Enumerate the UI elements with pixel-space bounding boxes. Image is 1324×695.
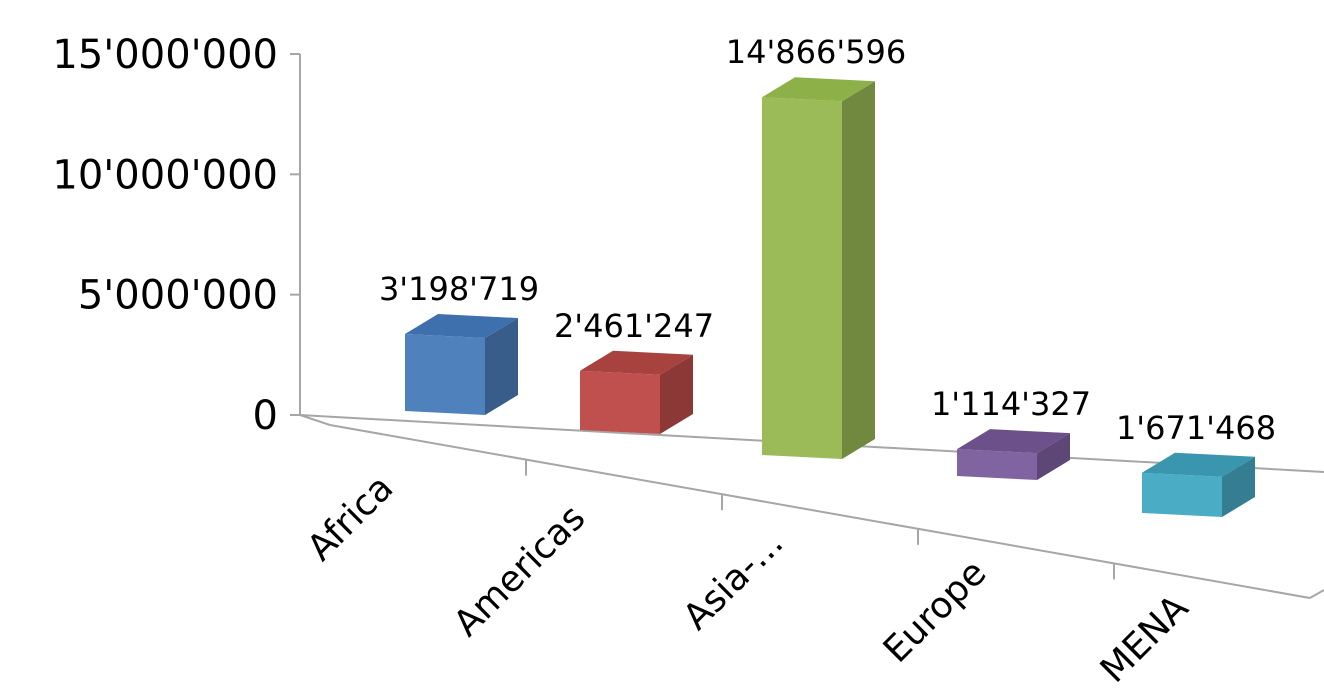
data-label: 3'198'719 [379,270,539,308]
bar-top [762,77,875,102]
y-tick-label: 5'000'000 [78,273,278,319]
y-tick-label: 0 [253,393,278,439]
data-labels: 3'198'719 2'461'247 14'866'596 1'114'327 1'6… [379,33,1276,447]
bar-top [1142,452,1255,477]
bar-front [957,449,1037,480]
bars [405,77,1255,517]
bar-front [1142,472,1222,517]
data-label: 1'114'327 [931,385,1091,423]
bar-side [660,354,693,434]
bar-side [842,81,875,460]
bar [762,77,875,460]
bar [580,350,693,434]
bar [405,314,518,415]
y-tick-label: 10'000'000 [52,152,278,198]
bar [1142,452,1255,517]
category-label: MENA [1093,587,1197,691]
bar-top [580,350,693,375]
bar-side [485,318,518,415]
bar-top [957,429,1070,454]
category-label: Africa [300,467,402,569]
data-label: 1'671'468 [1116,409,1276,447]
bar-top [405,314,518,339]
data-label: 2'461'247 [554,307,714,345]
bar [957,429,1070,480]
bar-side [1222,456,1255,517]
category-label: Europe [876,552,995,671]
bar-side [1037,433,1070,480]
x-ticks [525,459,1115,580]
category-label: Asia-... [676,522,792,638]
data-label: 14'866'596 [726,33,906,71]
category-label: Americas [446,497,593,644]
y-tick-label: 15'000'000 [52,32,278,78]
y-ticks: 0 5'000'000 10'000'000 15'000'000 [52,32,300,439]
category-labels: Africa Americas Asia-... Europe MENA [300,467,1197,691]
x-axis-line [329,424,1311,599]
bar-front [405,334,485,415]
floor-left-edge [299,414,331,426]
bar-front [580,370,660,434]
bar-front [762,97,842,460]
floor-right-edge [1309,589,1324,599]
